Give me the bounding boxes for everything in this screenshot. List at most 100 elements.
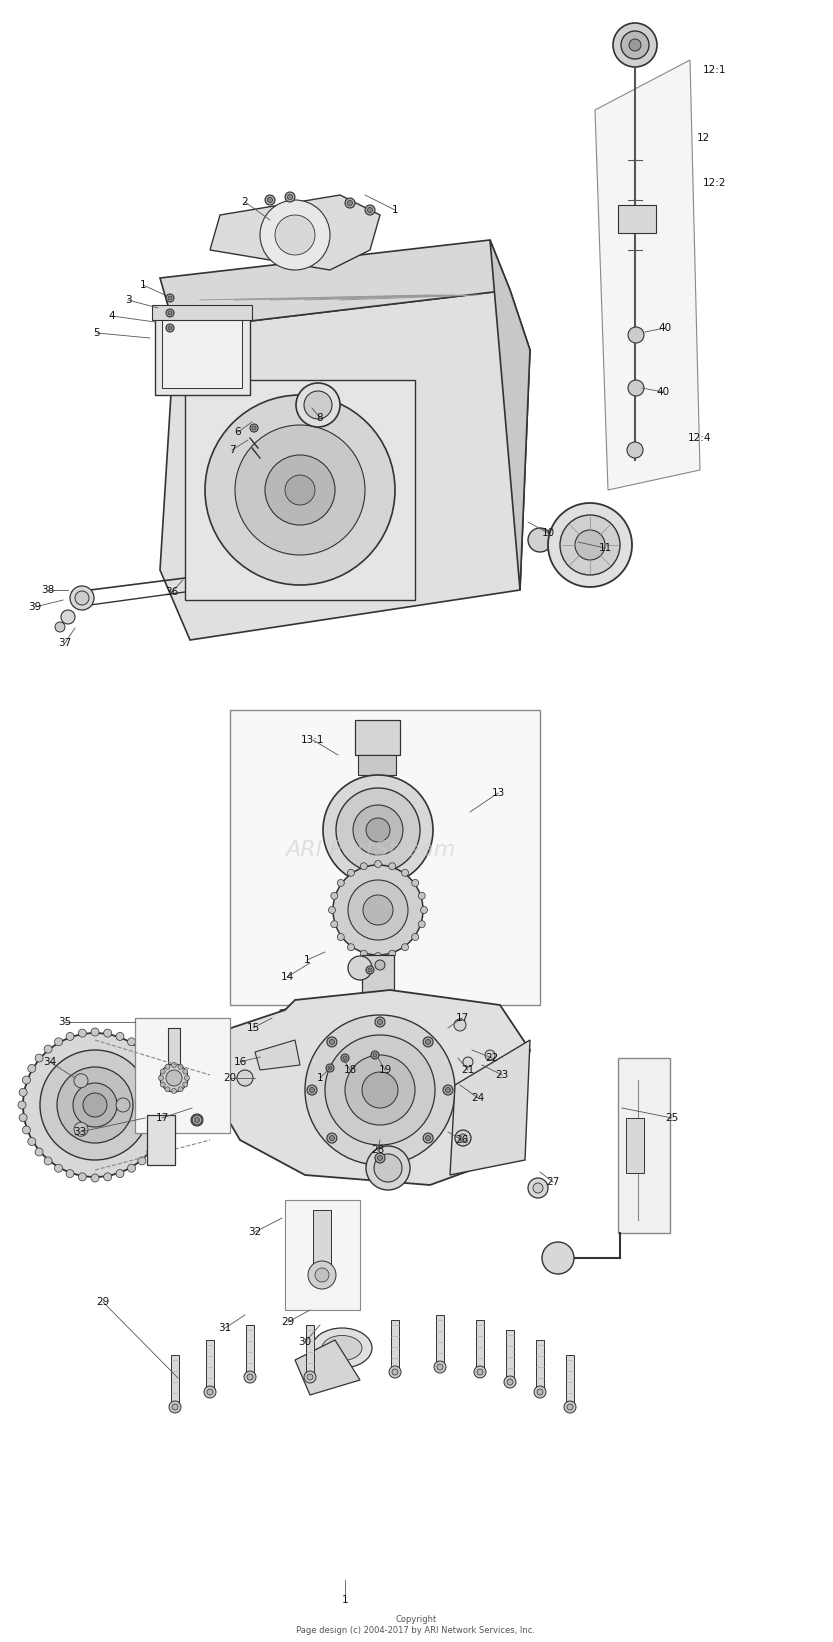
Bar — [506, 1330, 514, 1379]
Circle shape — [542, 1241, 574, 1274]
Circle shape — [91, 1028, 99, 1036]
Polygon shape — [205, 990, 530, 1186]
Text: ARI PartStream: ARI PartStream — [285, 841, 455, 860]
Circle shape — [296, 383, 340, 427]
Circle shape — [260, 200, 330, 269]
Text: 6: 6 — [235, 427, 242, 437]
Circle shape — [182, 1082, 187, 1087]
Circle shape — [347, 200, 352, 205]
Circle shape — [83, 1094, 107, 1117]
Circle shape — [389, 862, 396, 870]
Text: 29: 29 — [282, 1317, 295, 1327]
Text: 17: 17 — [456, 1013, 469, 1023]
Text: 17: 17 — [156, 1113, 168, 1123]
Bar — [162, 319, 242, 388]
Text: 40: 40 — [656, 388, 670, 397]
Circle shape — [329, 1136, 334, 1141]
Circle shape — [331, 921, 337, 928]
Circle shape — [336, 788, 420, 872]
Circle shape — [265, 455, 335, 525]
Text: 12:2: 12:2 — [703, 177, 726, 187]
Text: 4: 4 — [108, 310, 115, 320]
Bar — [285, 1200, 360, 1310]
Circle shape — [304, 391, 332, 419]
Text: 22: 22 — [486, 1053, 499, 1062]
Circle shape — [70, 586, 94, 609]
Circle shape — [66, 1169, 74, 1177]
Text: 14: 14 — [281, 972, 293, 982]
Circle shape — [237, 1071, 253, 1085]
Circle shape — [66, 1033, 74, 1041]
Circle shape — [333, 865, 423, 956]
Circle shape — [163, 1089, 171, 1097]
Circle shape — [366, 965, 374, 974]
Text: 37: 37 — [58, 639, 72, 649]
Text: 1: 1 — [317, 1072, 323, 1084]
Text: 5: 5 — [93, 328, 100, 338]
Circle shape — [328, 906, 336, 913]
Circle shape — [55, 622, 65, 632]
Circle shape — [166, 1071, 182, 1085]
Circle shape — [402, 869, 408, 877]
Text: 16: 16 — [233, 1057, 247, 1067]
Circle shape — [348, 956, 372, 980]
Text: 24: 24 — [471, 1094, 485, 1103]
Circle shape — [362, 1072, 398, 1108]
Circle shape — [19, 1113, 27, 1121]
Circle shape — [19, 1089, 27, 1097]
Text: 1: 1 — [304, 956, 311, 965]
Circle shape — [73, 1084, 117, 1126]
Text: 30: 30 — [298, 1337, 312, 1346]
Circle shape — [44, 1158, 52, 1164]
Circle shape — [168, 296, 172, 300]
Bar — [155, 310, 250, 396]
Circle shape — [166, 294, 174, 302]
Circle shape — [392, 1369, 398, 1374]
Circle shape — [207, 1389, 213, 1396]
Circle shape — [250, 424, 258, 432]
Circle shape — [567, 1404, 573, 1410]
Circle shape — [165, 1087, 170, 1092]
Bar — [391, 1320, 399, 1369]
Circle shape — [252, 425, 256, 430]
Circle shape — [78, 1172, 87, 1181]
Circle shape — [160, 1076, 167, 1084]
Circle shape — [443, 1085, 453, 1095]
Text: 13: 13 — [491, 788, 505, 798]
Circle shape — [327, 1036, 337, 1048]
Circle shape — [304, 1371, 316, 1383]
Circle shape — [91, 1174, 99, 1182]
Ellipse shape — [312, 1328, 372, 1368]
Circle shape — [287, 194, 292, 199]
Circle shape — [368, 969, 372, 972]
Circle shape — [412, 880, 419, 887]
Circle shape — [44, 1044, 52, 1053]
Circle shape — [160, 1082, 165, 1087]
Circle shape — [367, 207, 372, 212]
Text: 2: 2 — [242, 197, 248, 207]
Circle shape — [477, 1369, 483, 1374]
Text: 11: 11 — [598, 544, 611, 553]
Circle shape — [533, 1182, 543, 1194]
Circle shape — [345, 1056, 415, 1125]
Circle shape — [172, 1404, 178, 1410]
Circle shape — [459, 1135, 467, 1141]
Circle shape — [247, 1374, 253, 1379]
Circle shape — [267, 197, 272, 202]
Circle shape — [426, 1136, 431, 1141]
Circle shape — [474, 1366, 486, 1378]
Circle shape — [138, 1044, 146, 1053]
Circle shape — [328, 1066, 332, 1071]
Circle shape — [147, 1148, 155, 1156]
Circle shape — [628, 327, 644, 343]
Bar — [230, 709, 540, 1005]
Text: 23: 23 — [496, 1071, 509, 1080]
Circle shape — [423, 1133, 433, 1143]
Circle shape — [172, 1089, 177, 1094]
Circle shape — [507, 1379, 513, 1384]
Circle shape — [103, 1172, 112, 1181]
Circle shape — [178, 1087, 183, 1092]
Circle shape — [361, 862, 367, 870]
Bar — [362, 956, 394, 995]
Circle shape — [308, 1261, 336, 1289]
